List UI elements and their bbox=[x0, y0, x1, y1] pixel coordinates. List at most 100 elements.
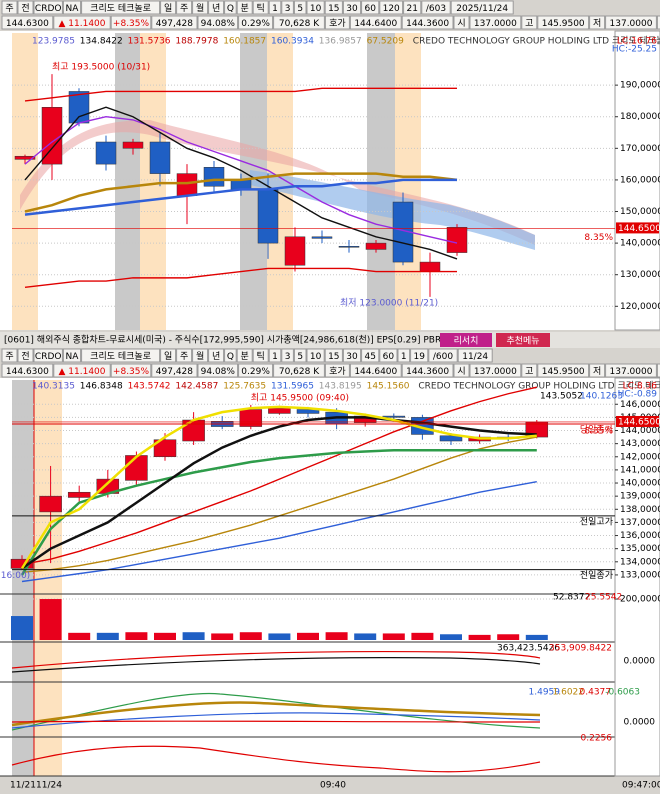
button[interactable] bbox=[410, 348, 429, 363]
button bbox=[197, 15, 239, 30]
y-tick-label: 140,0000 bbox=[620, 479, 660, 489]
button[interactable] bbox=[17, 0, 34, 15]
candle-body bbox=[311, 236, 333, 239]
button[interactable] bbox=[33, 0, 63, 15]
button[interactable] bbox=[236, 348, 253, 363]
indicator-line bbox=[11, 745, 541, 773]
button bbox=[273, 363, 325, 378]
candle-body bbox=[153, 439, 177, 458]
button[interactable] bbox=[62, 348, 82, 363]
button[interactable] bbox=[342, 0, 362, 15]
button[interactable] bbox=[293, 348, 307, 363]
button[interactable] bbox=[1, 348, 18, 363]
price-axis bbox=[614, 30, 660, 331]
candle-body bbox=[382, 415, 406, 418]
button[interactable] bbox=[397, 348, 411, 363]
label: 3 bbox=[285, 4, 291, 14]
button bbox=[110, 363, 152, 378]
volume-bar bbox=[68, 632, 91, 640]
candle-body bbox=[95, 141, 117, 165]
button[interactable] bbox=[293, 0, 307, 15]
label: 1 bbox=[272, 4, 278, 14]
button[interactable] bbox=[192, 348, 209, 363]
button[interactable] bbox=[192, 0, 209, 15]
label: 0.2256 bbox=[581, 734, 613, 744]
indicators bbox=[11, 650, 541, 773]
button[interactable] bbox=[361, 348, 380, 363]
label: 전 bbox=[21, 3, 29, 14]
y-tick-label: 142,0000 bbox=[620, 452, 660, 462]
y-tick-label: 133,0000 bbox=[620, 570, 660, 580]
stripe bbox=[140, 33, 166, 330]
label: 144.3600 bbox=[406, 19, 449, 29]
label: /603 bbox=[426, 4, 446, 14]
y-tick-label: 144,0000 bbox=[620, 426, 660, 436]
label: 67.5209 bbox=[367, 37, 404, 47]
button[interactable] bbox=[1, 0, 18, 15]
label: 145.9500 bbox=[542, 19, 585, 29]
button[interactable] bbox=[421, 0, 451, 15]
button[interactable] bbox=[33, 348, 63, 363]
button[interactable] bbox=[342, 348, 362, 363]
button[interactable] bbox=[440, 333, 492, 347]
label: 3 bbox=[285, 352, 291, 362]
button[interactable] bbox=[176, 348, 193, 363]
button[interactable] bbox=[379, 348, 398, 363]
label: 137.0000 bbox=[610, 367, 653, 377]
label: 5 bbox=[297, 4, 303, 14]
indicator-line bbox=[11, 657, 541, 673]
volume-bar bbox=[497, 634, 520, 640]
label: -0.6063 bbox=[605, 688, 640, 698]
button bbox=[537, 363, 590, 378]
y-tick-label: 190,0000 bbox=[620, 81, 660, 91]
button[interactable] bbox=[17, 348, 34, 363]
volume-bar bbox=[468, 634, 491, 640]
button[interactable] bbox=[224, 348, 237, 363]
button[interactable] bbox=[224, 0, 237, 15]
label: 94.08% bbox=[201, 367, 236, 377]
button[interactable] bbox=[81, 0, 161, 15]
label: CRDO bbox=[35, 352, 62, 362]
label: 70,628 K bbox=[279, 367, 320, 377]
button bbox=[521, 15, 538, 30]
button[interactable] bbox=[268, 348, 282, 363]
button[interactable] bbox=[496, 333, 550, 347]
button[interactable] bbox=[236, 0, 253, 15]
button bbox=[605, 15, 657, 30]
button[interactable] bbox=[324, 0, 343, 15]
stripe bbox=[12, 380, 34, 776]
button[interactable] bbox=[252, 0, 269, 15]
button[interactable] bbox=[450, 0, 514, 15]
button[interactable] bbox=[62, 0, 82, 15]
label: 0.29% bbox=[241, 19, 270, 29]
button[interactable] bbox=[281, 0, 294, 15]
button[interactable] bbox=[306, 348, 325, 363]
button[interactable] bbox=[160, 348, 177, 363]
button[interactable] bbox=[306, 0, 325, 15]
button[interactable] bbox=[281, 348, 294, 363]
button[interactable] bbox=[268, 0, 282, 15]
label: 전일종가 bbox=[580, 570, 613, 581]
label: 10 bbox=[310, 4, 322, 14]
button[interactable] bbox=[160, 0, 177, 15]
button[interactable] bbox=[176, 0, 193, 15]
label: 고 bbox=[525, 19, 533, 29]
button[interactable] bbox=[208, 348, 225, 363]
button[interactable] bbox=[208, 0, 225, 15]
button[interactable] bbox=[324, 348, 343, 363]
button bbox=[605, 363, 657, 378]
button[interactable] bbox=[81, 348, 161, 363]
y-tick-label: 135,0000 bbox=[620, 544, 660, 554]
label: NA bbox=[66, 352, 80, 362]
button[interactable] bbox=[361, 0, 380, 15]
button[interactable] bbox=[457, 348, 493, 363]
button[interactable] bbox=[379, 0, 404, 15]
candle-body bbox=[392, 201, 414, 263]
candle-body bbox=[125, 455, 148, 481]
label: 19 bbox=[413, 352, 425, 362]
candle-body bbox=[296, 409, 320, 414]
button[interactable] bbox=[403, 0, 422, 15]
label: 363,423.5426 bbox=[497, 644, 560, 654]
button[interactable] bbox=[428, 348, 458, 363]
button[interactable] bbox=[252, 348, 269, 363]
